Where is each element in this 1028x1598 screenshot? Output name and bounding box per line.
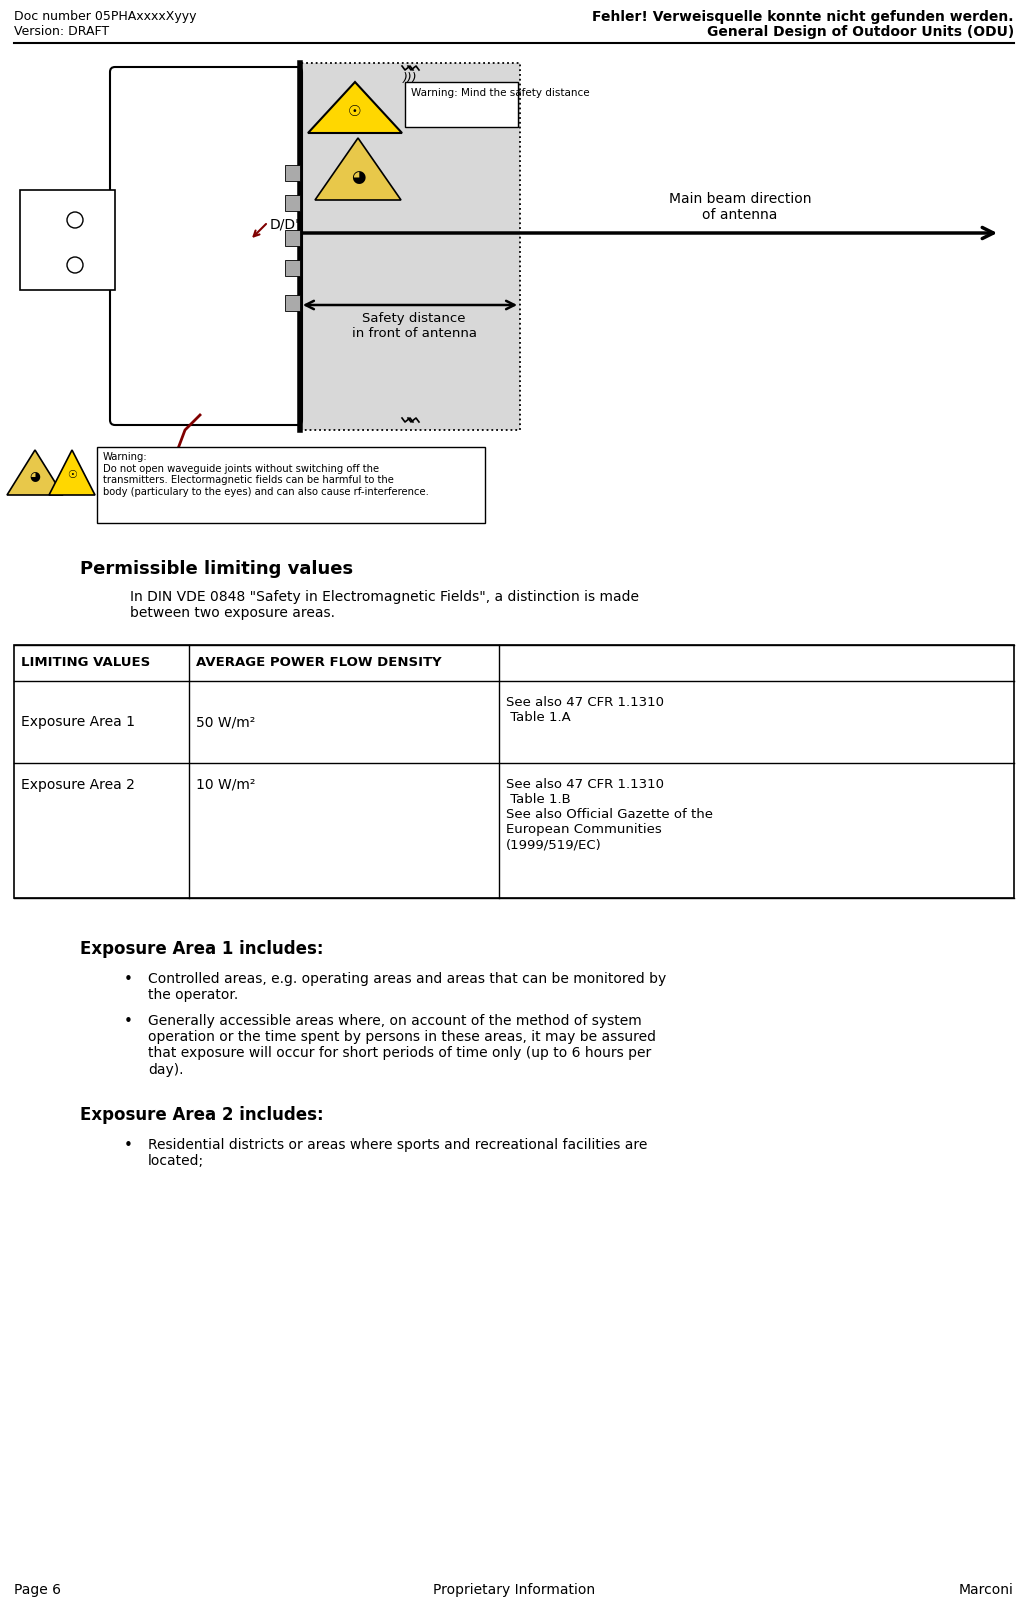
Bar xyxy=(20,190,115,289)
Text: Proprietary Information: Proprietary Information xyxy=(433,1584,595,1596)
Text: Warning:
Do not open waveguide joints without switching off the
transmitters. El: Warning: Do not open waveguide joints wi… xyxy=(103,452,429,497)
Polygon shape xyxy=(308,81,402,133)
Text: In DIN VDE 0848 "Safety in Electromagnetic Fields", a distinction is made
betwee: In DIN VDE 0848 "Safety in Electromagnet… xyxy=(130,590,639,620)
Text: Marconi: Marconi xyxy=(959,1584,1014,1596)
Bar xyxy=(285,260,300,276)
Text: Version: DRAFT: Version: DRAFT xyxy=(14,26,109,38)
Text: Fehler! Verweisquelle konnte nicht gefunden werden.: Fehler! Verweisquelle konnte nicht gefun… xyxy=(592,10,1014,24)
Text: Safety distance
in front of antenna: Safety distance in front of antenna xyxy=(352,312,477,340)
Bar xyxy=(405,81,518,126)
Bar xyxy=(285,296,300,312)
Text: ☉: ☉ xyxy=(67,470,77,479)
Text: See also 47 CFR 1.1310
 Table 1.A: See also 47 CFR 1.1310 Table 1.A xyxy=(506,697,664,724)
Text: Warning: Mind the safety distance: Warning: Mind the safety distance xyxy=(411,88,590,97)
Text: AVERAGE POWER FLOW DENSITY: AVERAGE POWER FLOW DENSITY xyxy=(196,657,442,670)
Bar xyxy=(115,72,297,420)
Circle shape xyxy=(67,257,83,273)
Text: •: • xyxy=(123,1138,133,1154)
Text: Generally accessible areas where, on account of the method of system
operation o: Generally accessible areas where, on acc… xyxy=(148,1015,656,1077)
Polygon shape xyxy=(7,451,63,495)
Text: Exposure Area 2 includes:: Exposure Area 2 includes: xyxy=(80,1106,324,1123)
Bar xyxy=(285,195,300,211)
Bar xyxy=(285,230,300,246)
Text: Residential districts or areas where sports and recreational facilities are
loca: Residential districts or areas where spo… xyxy=(148,1138,648,1168)
Text: Exposure Area 1 includes:: Exposure Area 1 includes: xyxy=(80,940,324,957)
Text: Exposure Area 2: Exposure Area 2 xyxy=(21,778,135,793)
Text: ◕: ◕ xyxy=(351,168,365,185)
FancyBboxPatch shape xyxy=(110,67,302,425)
Text: •: • xyxy=(123,972,133,988)
Text: •: • xyxy=(123,1015,133,1029)
Text: D/D': D/D' xyxy=(270,217,300,232)
Text: 10 W/m²: 10 W/m² xyxy=(196,778,255,793)
Text: Page 6: Page 6 xyxy=(14,1584,61,1596)
Text: LIMITING VALUES: LIMITING VALUES xyxy=(21,657,150,670)
Bar xyxy=(97,447,485,523)
Text: ◕: ◕ xyxy=(30,470,40,483)
Polygon shape xyxy=(49,451,95,495)
Text: See also 47 CFR 1.1310
 Table 1.B
See also Official Gazette of the
European Comm: See also 47 CFR 1.1310 Table 1.B See als… xyxy=(506,778,713,852)
Text: ☉: ☉ xyxy=(348,104,362,120)
Text: Doc number 05PHAxxxxXyyy: Doc number 05PHAxxxxXyyy xyxy=(14,10,196,22)
Text: Main beam direction
of antenna: Main beam direction of antenna xyxy=(669,192,811,222)
Polygon shape xyxy=(315,137,401,200)
Bar xyxy=(300,62,520,430)
Text: ))): ))) xyxy=(403,72,417,85)
Bar xyxy=(14,646,1014,898)
Text: General Design of Outdoor Units (ODU): General Design of Outdoor Units (ODU) xyxy=(707,26,1014,38)
Text: Permissible limiting values: Permissible limiting values xyxy=(80,559,354,578)
Text: Controlled areas, e.g. operating areas and areas that can be monitored by
the op: Controlled areas, e.g. operating areas a… xyxy=(148,972,666,1002)
Circle shape xyxy=(67,213,83,229)
Text: Exposure Area 1: Exposure Area 1 xyxy=(21,714,135,729)
Text: 50 W/m²: 50 W/m² xyxy=(196,714,255,729)
Bar xyxy=(285,165,300,181)
